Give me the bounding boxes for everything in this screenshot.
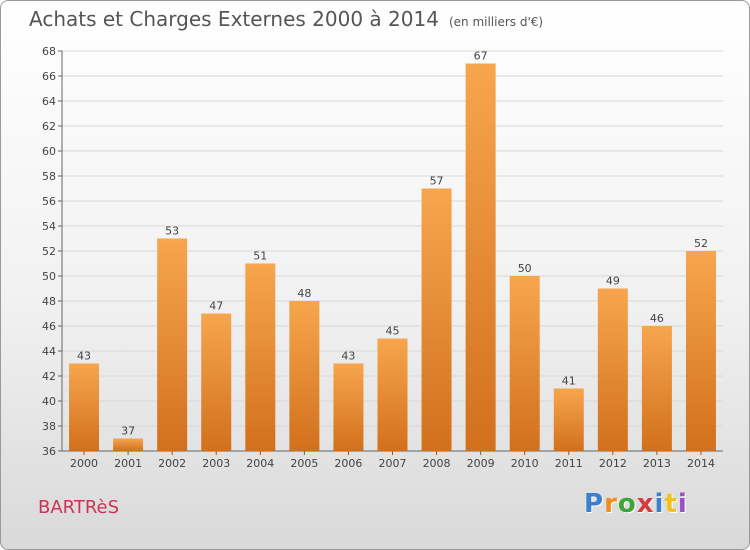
logo-letter: x (636, 489, 655, 519)
bar-2008 (421, 188, 452, 451)
x-tick-label-2004: 2004 (246, 457, 274, 470)
value-label-2007: 45 (386, 325, 400, 338)
bar-2012 (597, 288, 628, 451)
chart-title: Achats et Charges Externes 2000 à 2014 (e… (29, 7, 543, 31)
value-label-2004: 51 (253, 250, 267, 263)
value-label-2003: 47 (209, 300, 223, 313)
bar-2013 (641, 326, 672, 451)
value-label-2014: 52 (694, 237, 708, 250)
y-tick-label-50: 50 (42, 270, 56, 283)
value-label-2000: 43 (77, 350, 91, 363)
bar-2002 (157, 238, 188, 451)
logo-letter: t (664, 489, 678, 519)
bar-2003 (201, 313, 232, 451)
x-tick-label-2011: 2011 (555, 457, 583, 470)
x-tick-label-2005: 2005 (290, 457, 318, 470)
chart-title-text: Achats et Charges Externes 2000 à 2014 (29, 7, 439, 31)
value-label-2005: 48 (297, 287, 311, 300)
x-tick-label-2006: 2006 (334, 457, 362, 470)
value-label-2008: 57 (430, 175, 444, 188)
y-tick-label-56: 56 (42, 195, 56, 208)
labels: 36 38 40 42 44 46 48 50 52 54 56 58 60 62 64 66 68 43 2000… (42, 45, 715, 470)
y-tick-label-42: 42 (42, 370, 56, 383)
x-tick-label-2009: 2009 (467, 457, 495, 470)
bar-2007 (377, 338, 408, 451)
bars (69, 63, 716, 451)
x-tick-label-2010: 2010 (511, 457, 539, 470)
y-tick-label-66: 66 (42, 70, 56, 83)
value-label-2013: 46 (650, 312, 664, 325)
bar-2001 (113, 438, 144, 451)
bar-2011 (553, 388, 584, 451)
bar-2014 (685, 251, 716, 451)
x-tick-label-2001: 2001 (114, 457, 142, 470)
y-tick-label-52: 52 (42, 245, 56, 258)
y-tick-label-44: 44 (42, 345, 56, 358)
value-label-2001: 37 (121, 425, 135, 438)
y-tick-label-38: 38 (42, 420, 56, 433)
bar-2004 (245, 263, 276, 451)
x-tick-label-2002: 2002 (158, 457, 186, 470)
bar-2005 (289, 301, 320, 451)
logo-letter: i (654, 489, 665, 519)
y-tick-label-48: 48 (42, 295, 56, 308)
y-tick-label-36: 36 (42, 445, 56, 458)
value-label-2012: 49 (606, 275, 620, 288)
logo-letter: o (617, 489, 637, 519)
y-tick-label-60: 60 (42, 145, 56, 158)
x-tick-label-2007: 2007 (379, 457, 407, 470)
value-label-2006: 43 (341, 350, 355, 363)
bar-2000 (69, 363, 100, 451)
logo-letter: r (604, 489, 618, 519)
value-label-2011: 41 (562, 375, 576, 388)
y-tick-label-68: 68 (42, 45, 56, 58)
location-label: BARTRèS (38, 497, 120, 518)
logo-letter: P (584, 489, 605, 519)
bar-2006 (333, 363, 364, 451)
x-tick-label-2013: 2013 (643, 457, 671, 470)
logo-letter: i (677, 489, 688, 519)
x-tick-label-2008: 2008 (423, 457, 451, 470)
x-tick-label-2012: 2012 (599, 457, 627, 470)
value-label-2010: 50 (518, 262, 532, 275)
y-tick-label-64: 64 (42, 95, 56, 108)
x-tick-label-2014: 2014 (687, 457, 715, 470)
bar-2009 (465, 63, 496, 451)
value-label-2009: 67 (474, 50, 488, 63)
x-tick-label-2000: 2000 (70, 457, 98, 470)
chart-subtitle: (en milliers d'€) (448, 15, 544, 29)
y-tick-label-62: 62 (42, 120, 56, 133)
y-tick-label-40: 40 (42, 395, 56, 408)
y-tick-label-58: 58 (42, 170, 56, 183)
value-label-2002: 53 (165, 225, 179, 238)
y-tick-label-46: 46 (42, 320, 56, 333)
bar-2010 (509, 276, 540, 451)
y-tick-label-54: 54 (42, 220, 56, 233)
x-tick-label-2003: 2003 (202, 457, 230, 470)
proxiti-logo[interactable]: Proxiti (584, 489, 688, 519)
